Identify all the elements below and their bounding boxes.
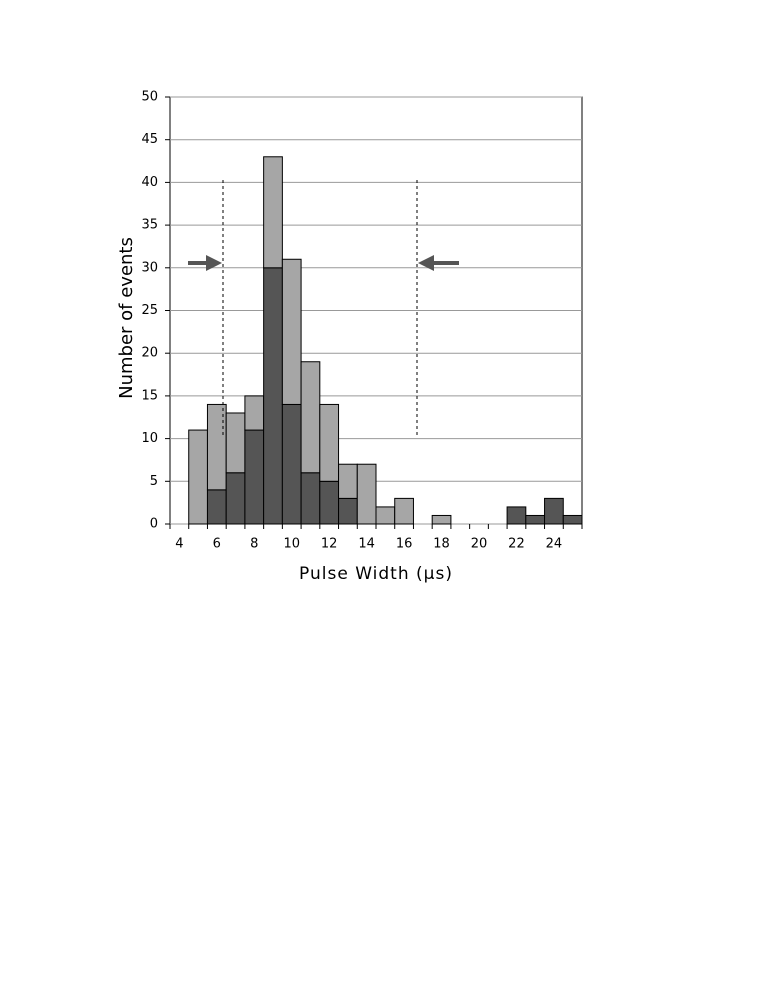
y-tick-label: 25 [141, 303, 158, 318]
bar-segment [319, 480, 340, 525]
x-tick-label: 6 [213, 537, 221, 552]
y-tick-label: 45 [141, 132, 158, 147]
bar-segment [281, 403, 302, 525]
x-tick-label: 18 [433, 537, 450, 552]
bar-segment [300, 361, 321, 474]
y-tick-label: 5 [150, 474, 158, 489]
arrow [418, 255, 459, 271]
x-tick-label: 14 [358, 537, 375, 552]
bar-segment [244, 395, 265, 431]
bar-segment [319, 403, 340, 482]
x-tick-label: 4 [175, 537, 183, 552]
y-tick-label: 0 [150, 517, 158, 532]
bar-segment [263, 156, 283, 269]
bar-segment [300, 472, 321, 525]
y-tick-label: 35 [141, 218, 158, 233]
x-tick-label: 24 [546, 537, 563, 552]
bar-segment [431, 514, 452, 525]
bar-segment [356, 463, 377, 525]
x-axis-label: Pulse Width (μs) [299, 564, 453, 584]
y-tick-label: 30 [141, 260, 158, 275]
x-tick-label: 16 [396, 537, 413, 552]
bar-segment [338, 463, 358, 499]
x-tick-label: 22 [508, 537, 525, 552]
bar-segment [188, 429, 208, 525]
bar-segment [225, 412, 246, 474]
bar-segment [263, 267, 283, 525]
y-tick-label: 10 [141, 431, 158, 446]
bar-segment [244, 429, 265, 525]
bar-segment [394, 497, 414, 525]
bar-segment [562, 514, 583, 525]
x-tick-label: 8 [250, 537, 258, 552]
y-axis-label: Number of events [116, 237, 137, 399]
bar-segment [506, 506, 527, 525]
bar-segment [544, 497, 564, 525]
x-tick-label: 20 [471, 537, 488, 552]
x-tick-label: 12 [321, 537, 338, 552]
bar-segment [525, 514, 546, 525]
x-tick-label: 10 [283, 537, 300, 552]
bar-segment [375, 506, 396, 525]
bar-segment [206, 403, 227, 491]
bar-segment [281, 258, 302, 405]
bar-segment [338, 497, 358, 525]
y-tick-label: 50 [141, 90, 158, 105]
y-tick-label: 20 [141, 346, 158, 361]
bar-segment [225, 472, 246, 525]
y-tick-label: 15 [141, 388, 158, 403]
arrow [188, 255, 222, 271]
y-tick-label: 40 [141, 175, 158, 190]
bar-segment [206, 489, 227, 525]
